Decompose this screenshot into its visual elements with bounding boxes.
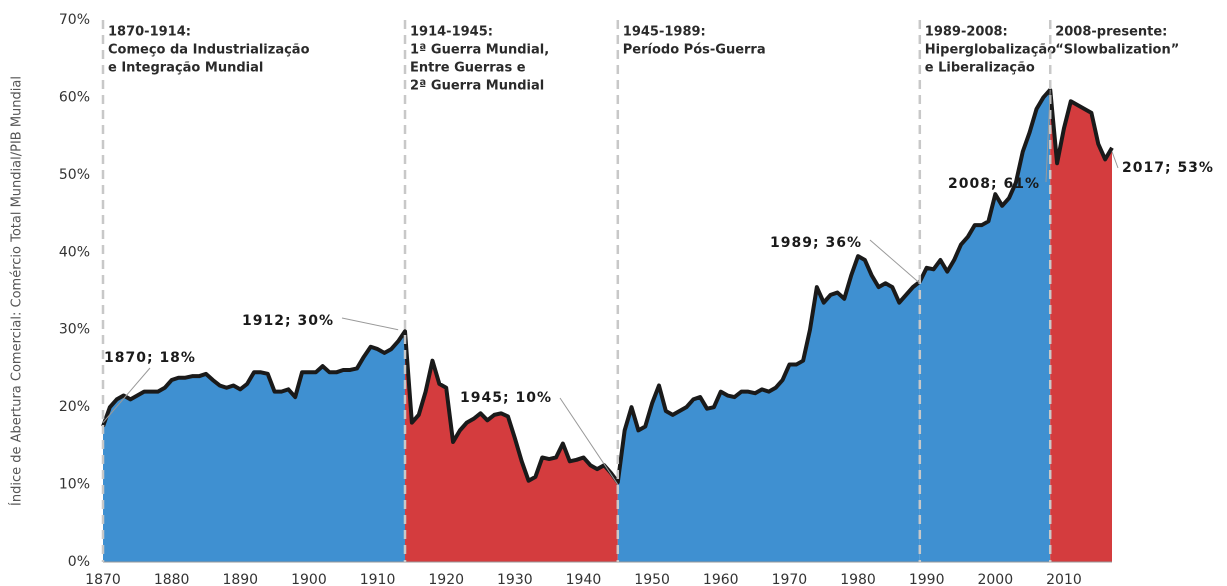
period-area xyxy=(919,89,1051,562)
y-tick-label: 30% xyxy=(59,322,90,338)
x-tick-label: 1890 xyxy=(222,572,258,586)
annotation: 2008; 61% xyxy=(948,176,1040,192)
y-axis-title: Índice de Abertura Comercial: Comércio T… xyxy=(9,76,25,506)
x-tick-label: 1940 xyxy=(566,572,602,586)
period-label: 1989-2008: xyxy=(925,25,1008,40)
period-label: 1870-1914: xyxy=(108,25,191,40)
x-tick-label: 1910 xyxy=(360,572,396,586)
annotation-leader xyxy=(102,367,151,423)
period-area xyxy=(1050,89,1112,562)
period-label: Entre Guerras e xyxy=(410,61,526,76)
period-label: Hiperglobalização xyxy=(925,43,1056,58)
annotation: 2017; 53% xyxy=(1122,160,1214,176)
annotation-leader xyxy=(1111,151,1119,169)
x-tick-label: 2010 xyxy=(1046,572,1082,586)
period-area xyxy=(103,331,406,562)
x-tick-label: 1880 xyxy=(154,572,190,586)
period-label: 1ª Guerra Mundial, xyxy=(410,43,549,58)
annotation: 1870; 18% xyxy=(104,350,196,366)
x-tick-label: 1950 xyxy=(634,572,670,586)
y-tick-label: 10% xyxy=(59,477,90,493)
x-tick-label: 1900 xyxy=(291,572,327,586)
x-tick-label: 1980 xyxy=(840,572,876,586)
annotation-leader xyxy=(341,317,399,331)
period-label: 1914-1945: xyxy=(410,25,493,40)
annotation: 1989; 36% xyxy=(770,235,862,251)
x-tick-label: 1970 xyxy=(772,572,808,586)
period-label: Período Pós-Guerra xyxy=(623,43,766,58)
period-label: e Integração Mundial xyxy=(108,61,263,76)
period-label: Começo da Industrialização xyxy=(108,43,310,58)
x-tick-label: 1960 xyxy=(703,572,739,586)
period-area xyxy=(617,256,920,562)
period-label: 1945-1989: xyxy=(623,25,706,40)
y-tick-label: 60% xyxy=(59,89,90,105)
annotation-leader xyxy=(559,397,619,485)
y-tick-label: 50% xyxy=(59,167,90,183)
period-label: “Slowbalization” xyxy=(1055,43,1179,58)
period-label: 2008-presente: xyxy=(1055,25,1167,40)
x-tick-label: 1920 xyxy=(428,572,464,586)
period-label: 2ª Guerra Mundial xyxy=(410,79,544,94)
y-tick-label: 20% xyxy=(59,399,90,415)
annotation: 1912; 30% xyxy=(242,313,334,329)
annotation-leader xyxy=(869,239,921,284)
x-tick-label: 1930 xyxy=(497,572,533,586)
period-label: e Liberalização xyxy=(925,61,1035,76)
x-tick-label: 1870 xyxy=(85,572,121,586)
annotation: 1945; 10% xyxy=(460,390,552,406)
x-tick-label: 2000 xyxy=(977,572,1013,586)
x-tick-label: 1990 xyxy=(909,572,945,586)
annotation-leader xyxy=(1045,89,1051,183)
period-area xyxy=(405,331,618,562)
y-tick-label: 70% xyxy=(59,12,90,28)
y-tick-label: 0% xyxy=(68,554,90,570)
y-tick-label: 40% xyxy=(59,244,90,260)
